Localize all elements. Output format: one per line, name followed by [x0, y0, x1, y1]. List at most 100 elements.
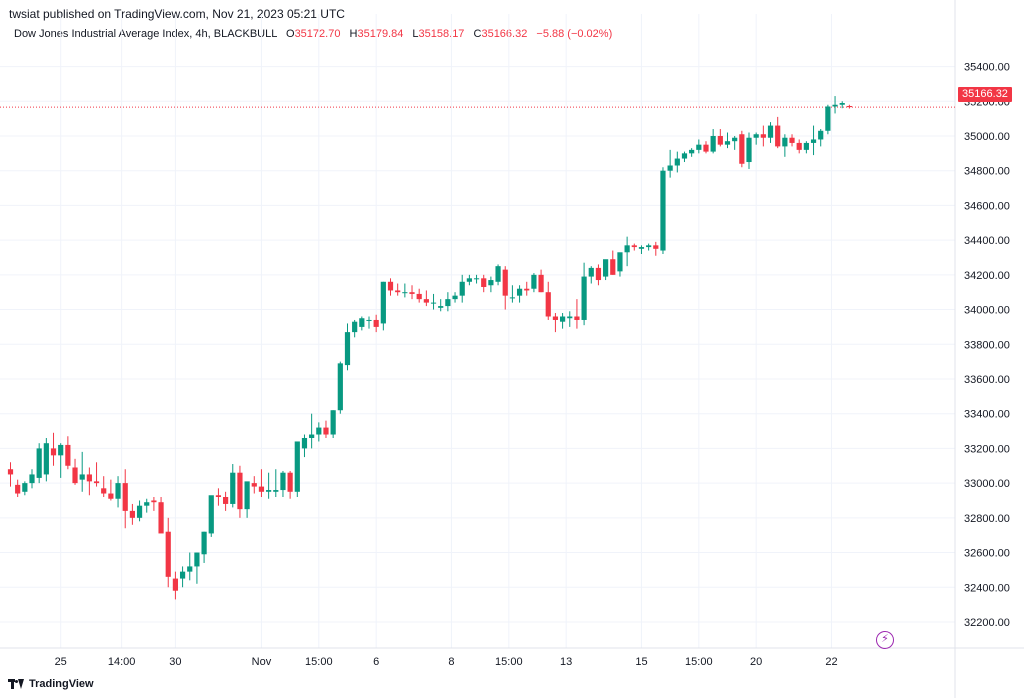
candle-body [689, 149, 695, 154]
candle-body [344, 332, 351, 366]
candle-body [610, 259, 616, 275]
candle-body [818, 130, 824, 140]
candle-body [732, 137, 738, 142]
high-value: 35179.84 [357, 28, 404, 40]
candle-body [653, 245, 659, 249]
candle-body [115, 483, 121, 499]
candle-body [165, 531, 171, 577]
candle-body [43, 443, 49, 475]
candle-body [287, 472, 293, 492]
candle-body [617, 252, 623, 272]
candle-body [50, 448, 57, 456]
candle-body [244, 481, 250, 510]
candle-body [624, 245, 630, 253]
candle-body [323, 427, 329, 435]
candle-body [459, 281, 465, 296]
x-tick-label: 15:00 [685, 656, 713, 668]
candle-body [380, 281, 386, 324]
candle-body [495, 266, 501, 282]
candle-body [646, 245, 652, 248]
x-tick-label: 15:00 [305, 656, 333, 668]
candle-body [438, 306, 444, 308]
candle-body [753, 134, 759, 138]
candle-body [187, 566, 193, 572]
close-label: C [473, 28, 482, 40]
symbol-legend: Dow Jones Industrial Average Index, 4h, … [14, 28, 612, 40]
candle-body [825, 106, 831, 131]
candle-body [603, 259, 609, 277]
candle-body [7, 469, 14, 475]
candle-body [531, 274, 537, 289]
x-tick-label: 30 [169, 656, 181, 668]
candle-body [660, 170, 666, 251]
candle-body [696, 144, 702, 150]
candle-body [574, 316, 580, 320]
x-tick-label: 8 [448, 656, 454, 668]
candle-body [846, 106, 852, 108]
candle-body [588, 267, 594, 277]
x-tick-label: 6 [373, 656, 379, 668]
low-value: 35158.17 [418, 28, 465, 40]
candle-body [337, 363, 343, 411]
candle-body [108, 493, 114, 499]
footer-brand[interactable]: TradingView [8, 678, 94, 690]
y-tick-label: 33200.00 [964, 443, 1010, 455]
candle-body [280, 472, 286, 491]
y-tick-label: 34200.00 [964, 270, 1010, 282]
candle-body [717, 135, 723, 145]
candle-body [552, 316, 559, 320]
candle-body [237, 472, 243, 510]
candle-body [524, 288, 530, 291]
candle-body [409, 292, 415, 294]
tradingview-logo-icon [8, 679, 24, 689]
candle-body [194, 552, 200, 567]
y-tick-label: 35400.00 [964, 62, 1010, 74]
y-tick-label: 34000.00 [964, 305, 1010, 317]
candle-body [559, 316, 566, 322]
candle-body [22, 483, 28, 492]
candle-body [739, 134, 745, 164]
candle-body [387, 281, 394, 291]
open-value: 35172.70 [294, 28, 341, 40]
lightning-bolt-icon[interactable]: ⚡ [876, 631, 894, 649]
close-value: 35166.32 [481, 28, 528, 40]
candle-body [136, 505, 143, 518]
candle-body [58, 444, 64, 456]
candle-body [516, 288, 523, 296]
candle-body [724, 141, 731, 145]
candle-body [703, 144, 709, 152]
candle-body [230, 472, 236, 504]
candle-body [179, 571, 186, 579]
candle-body [509, 297, 515, 299]
candle-body [775, 125, 781, 147]
candle-body [767, 125, 774, 138]
y-tick-label: 34800.00 [964, 166, 1010, 178]
candle-body [15, 484, 21, 494]
y-tick-label: 33600.00 [964, 374, 1010, 386]
candle-body [309, 434, 315, 438]
x-tick-label: 25 [55, 656, 67, 668]
candle-body [251, 483, 257, 487]
candle-body [481, 278, 487, 287]
candle-body [445, 299, 451, 307]
high-label: H [349, 28, 358, 40]
candle-body [79, 474, 85, 480]
candle-body [810, 139, 817, 143]
candle-body [595, 267, 602, 281]
x-tick-label: 15:00 [495, 656, 523, 668]
candle-body [638, 247, 645, 249]
candle-body [72, 467, 78, 484]
candle-body [416, 293, 422, 300]
open-label: O [286, 28, 295, 40]
x-tick-label: 20 [750, 656, 762, 668]
candle-body [273, 490, 279, 492]
candle-body [760, 134, 766, 138]
candle-body [423, 299, 429, 303]
candle-body [65, 444, 71, 466]
y-tick-label: 33400.00 [964, 409, 1010, 421]
x-tick-label: Nov [252, 656, 272, 668]
candle-body [366, 319, 372, 321]
y-tick-label: 34600.00 [964, 200, 1010, 212]
candle-body [373, 319, 379, 327]
